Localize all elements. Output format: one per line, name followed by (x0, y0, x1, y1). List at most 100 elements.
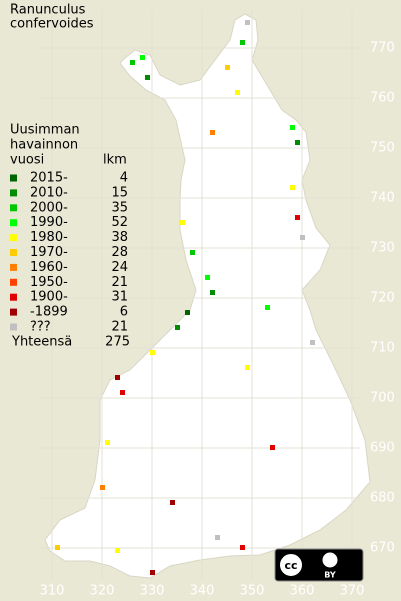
observation-square (115, 375, 120, 380)
observation-square (245, 365, 250, 370)
observation-square (265, 305, 270, 310)
cc-icon (278, 552, 304, 578)
northing-label: 760 (370, 91, 395, 106)
observation-square (170, 500, 175, 505)
observation-square (300, 235, 305, 240)
observation-square (55, 545, 60, 550)
observation-square (105, 440, 110, 445)
observation-square (240, 40, 245, 45)
legend-count: 35 (111, 200, 128, 215)
legend-count: 38 (111, 230, 128, 245)
legend-label: 1900- (30, 290, 68, 305)
legend-count: 4 (120, 171, 128, 186)
legend-header: havainnon (10, 138, 78, 153)
northing-label: 680 (370, 491, 395, 506)
legend-count: 21 (111, 320, 128, 335)
legend-label: -1899 (30, 305, 68, 320)
legend-total-label: Yhteensä (11, 335, 72, 350)
title-line: confervoides (10, 17, 94, 32)
observation-square (120, 390, 125, 395)
observations (55, 20, 315, 575)
easting-label: 350 (240, 584, 265, 599)
observation-square (175, 325, 180, 330)
observation-square (150, 570, 155, 575)
legend-swatch (10, 204, 17, 212)
legend-label: 2000- (30, 200, 68, 215)
observation-square (140, 55, 145, 60)
legend-swatch (10, 263, 17, 271)
legend-header: vuosi (10, 153, 44, 168)
by-icon (321, 551, 339, 569)
legend-count-header: lkm (103, 153, 127, 168)
cc-text: cc (284, 559, 297, 572)
easting-label: 340 (190, 584, 215, 599)
observation-square (295, 215, 300, 220)
legend-swatch (10, 308, 17, 316)
legend-header: Uusimman (10, 123, 80, 138)
legend-label: 1950- (30, 275, 68, 290)
legend-count: 28 (111, 245, 128, 260)
observation-square (240, 545, 245, 550)
northing-label: 670 (370, 541, 395, 556)
northing-label: 710 (370, 341, 395, 356)
observation-square (190, 250, 195, 255)
legend-count: 24 (111, 260, 128, 275)
legend-label: 1980- (30, 230, 68, 245)
northing-label: 750 (370, 141, 395, 156)
legend-count: 31 (111, 290, 128, 305)
legend-count: 15 (111, 185, 128, 200)
legend-count: 6 (120, 305, 128, 320)
legend-total: 275 (105, 335, 130, 350)
by-text: BY (324, 571, 336, 580)
legend-swatch (10, 323, 17, 331)
northing-label: 740 (370, 191, 395, 206)
observation-square (225, 65, 230, 70)
legend-swatch (10, 278, 17, 286)
observation-square (205, 275, 210, 280)
observation-square (180, 220, 185, 225)
legend-swatch (10, 234, 17, 242)
observation-square (100, 485, 105, 490)
legend-label: 1960- (30, 260, 68, 275)
observation-square (130, 60, 135, 65)
easting-label: 310 (40, 584, 65, 599)
easting-label: 360 (290, 584, 315, 599)
legend-count: 52 (111, 215, 128, 230)
easting-label: 370 (340, 584, 365, 599)
observation-square (295, 140, 300, 145)
observation-square (145, 75, 150, 80)
legend-label: 1970- (30, 245, 68, 260)
observation-square (210, 130, 215, 135)
legend-label: 2015- (30, 171, 68, 186)
observation-square (235, 90, 240, 95)
observation-square (310, 340, 315, 345)
observation-square (245, 20, 250, 25)
northing-label: 730 (370, 241, 395, 256)
legend-swatch (10, 189, 17, 197)
license-badge: cc BY (274, 548, 364, 582)
title-line: Ranunculus (10, 3, 86, 18)
legend-swatch (10, 174, 17, 182)
legend-label: 1990- (30, 215, 68, 230)
northing-label: 690 (370, 441, 395, 456)
legend-label: 2010- (30, 185, 68, 200)
observation-square (150, 350, 155, 355)
legend-swatch (10, 293, 17, 301)
observation-square (185, 310, 190, 315)
legend-swatch (10, 249, 17, 256)
observation-square (210, 290, 215, 295)
northing-label: 720 (370, 291, 395, 306)
observation-square (215, 535, 220, 540)
observation-square (115, 548, 120, 553)
easting-label: 320 (90, 584, 115, 599)
grid: 770 760 750 740 730 720 710 700 690 680 670 310 320 3… (40, 10, 395, 599)
legend-label: ??? (30, 320, 51, 335)
northing-label: 700 (370, 391, 395, 406)
observation-square (270, 445, 275, 450)
legend-count: 21 (111, 275, 128, 290)
observation-square (290, 125, 295, 130)
easting-label: 330 (140, 584, 165, 599)
legend-swatch (10, 219, 17, 227)
